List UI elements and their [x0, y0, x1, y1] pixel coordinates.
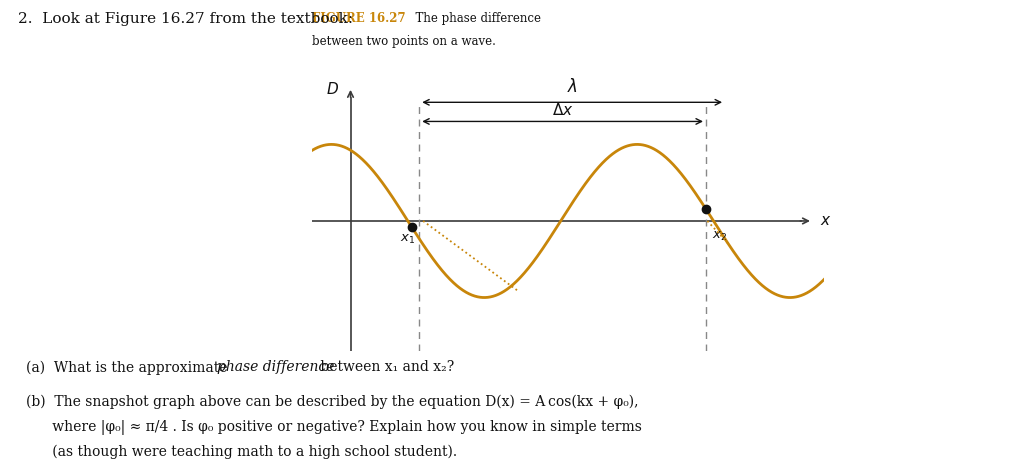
- Text: where |φ₀| ≈ π/4 . Is φ₀ positive or negative? Explain how you know in simple te: where |φ₀| ≈ π/4 . Is φ₀ positive or neg…: [26, 420, 641, 435]
- Text: $D$: $D$: [326, 81, 339, 97]
- Text: (a)  What is the approximate: (a) What is the approximate: [26, 360, 231, 375]
- Text: $x_2$: $x_2$: [712, 230, 727, 243]
- Text: between x₁ and x₂?: between x₁ and x₂?: [316, 360, 455, 374]
- Text: between two points on a wave.: between two points on a wave.: [312, 35, 497, 48]
- Text: FIGURE 16.27: FIGURE 16.27: [312, 12, 406, 24]
- Text: $x$: $x$: [820, 214, 833, 228]
- Text: $x_1$: $x_1$: [400, 232, 416, 245]
- Text: $\Delta x$: $\Delta x$: [552, 102, 573, 118]
- Text: 2.  Look at Figure 16.27 from the textbook:: 2. Look at Figure 16.27 from the textboo…: [18, 12, 353, 25]
- Text: The phase difference: The phase difference: [408, 12, 541, 24]
- Text: (as though were teaching math to a high school student).: (as though were teaching math to a high …: [26, 444, 457, 459]
- Text: phase difference: phase difference: [217, 360, 335, 374]
- Text: (b)  The snapshot graph above can be described by the equation D(x) = A cos(kx +: (b) The snapshot graph above can be desc…: [26, 395, 638, 409]
- Text: $\lambda$: $\lambda$: [566, 78, 578, 96]
